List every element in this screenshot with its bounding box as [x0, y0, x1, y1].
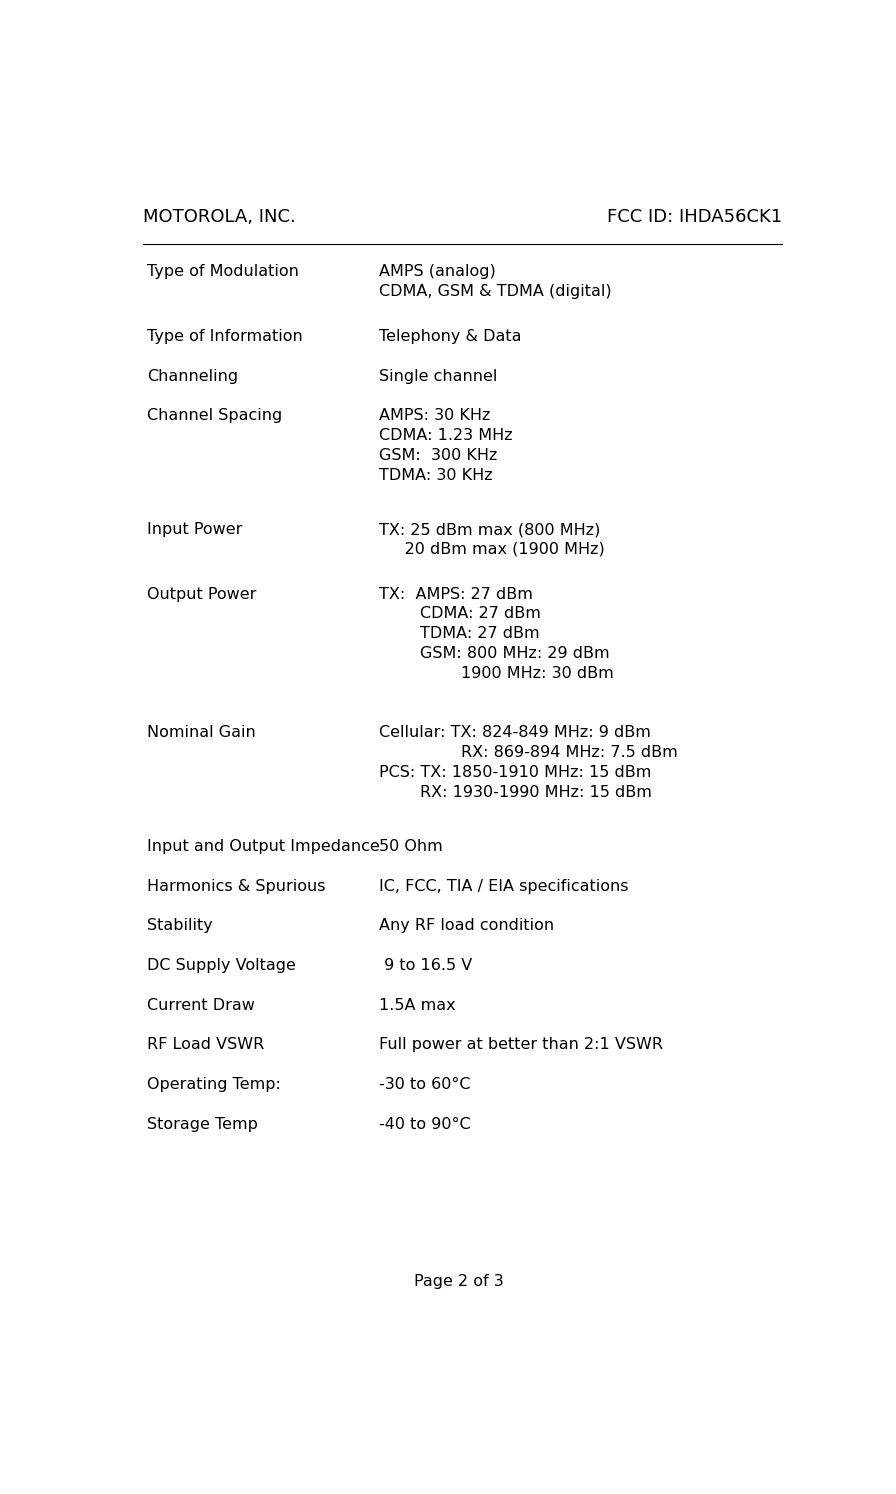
Text: Any RF load condition: Any RF load condition	[379, 919, 555, 934]
Text: DC Supply Voltage: DC Supply Voltage	[147, 958, 296, 973]
Text: RF Load VSWR: RF Load VSWR	[147, 1037, 264, 1052]
Text: Input Power: Input Power	[147, 521, 242, 538]
Text: Current Draw: Current Draw	[147, 998, 254, 1013]
Text: TX: 25 dBm max (800 MHz)
     20 dBm max (1900 MHz): TX: 25 dBm max (800 MHz) 20 dBm max (190…	[379, 521, 605, 557]
Text: AMPS (analog)
CDMA, GSM & TDMA (digital): AMPS (analog) CDMA, GSM & TDMA (digital)	[379, 264, 612, 299]
Text: AMPS: 30 KHz
CDMA: 1.23 MHz
GSM:  300 KHz
TDMA: 30 KHz: AMPS: 30 KHz CDMA: 1.23 MHz GSM: 300 KHz…	[379, 408, 513, 483]
Text: Type of Information: Type of Information	[147, 329, 303, 344]
Text: Harmonics & Spurious: Harmonics & Spurious	[147, 878, 325, 893]
Text: Page 2 of 3: Page 2 of 3	[414, 1274, 504, 1289]
Text: 1.5A max: 1.5A max	[379, 998, 456, 1013]
Text: 9 to 16.5 V: 9 to 16.5 V	[379, 958, 472, 973]
Text: -30 to 60°C: -30 to 60°C	[379, 1077, 470, 1092]
Text: MOTOROLA, INC.: MOTOROLA, INC.	[143, 208, 296, 226]
Text: Channeling: Channeling	[147, 369, 237, 384]
Text: Type of Modulation: Type of Modulation	[147, 264, 298, 279]
Text: -40 to 90°C: -40 to 90°C	[379, 1118, 471, 1132]
Text: FCC ID: IHDA56CK1: FCC ID: IHDA56CK1	[607, 208, 782, 226]
Text: Operating Temp:: Operating Temp:	[147, 1077, 280, 1092]
Text: 50 Ohm: 50 Ohm	[379, 840, 444, 855]
Text: Input and Output Impedance: Input and Output Impedance	[147, 840, 380, 855]
Text: IC, FCC, TIA / EIA specifications: IC, FCC, TIA / EIA specifications	[379, 878, 629, 893]
Text: Single channel: Single channel	[379, 369, 497, 384]
Text: Stability: Stability	[147, 919, 212, 934]
Text: Storage Temp: Storage Temp	[147, 1118, 257, 1132]
Text: Channel Spacing: Channel Spacing	[147, 408, 282, 423]
Text: Telephony & Data: Telephony & Data	[379, 329, 521, 344]
Text: TX:  AMPS: 27 dBm
        CDMA: 27 dBm
        TDMA: 27 dBm
        GSM: 800 MHz: TX: AMPS: 27 dBm CDMA: 27 dBm TDMA: 27 d…	[379, 587, 614, 681]
Text: Cellular: TX: 824-849 MHz: 9 dBm
                RX: 869-894 MHz: 7.5 dBm
PCS: T: Cellular: TX: 824-849 MHz: 9 dBm RX: 869…	[379, 725, 678, 799]
Text: Output Power: Output Power	[147, 587, 256, 602]
Text: Full power at better than 2:1 VSWR: Full power at better than 2:1 VSWR	[379, 1037, 663, 1052]
Text: Nominal Gain: Nominal Gain	[147, 725, 255, 740]
